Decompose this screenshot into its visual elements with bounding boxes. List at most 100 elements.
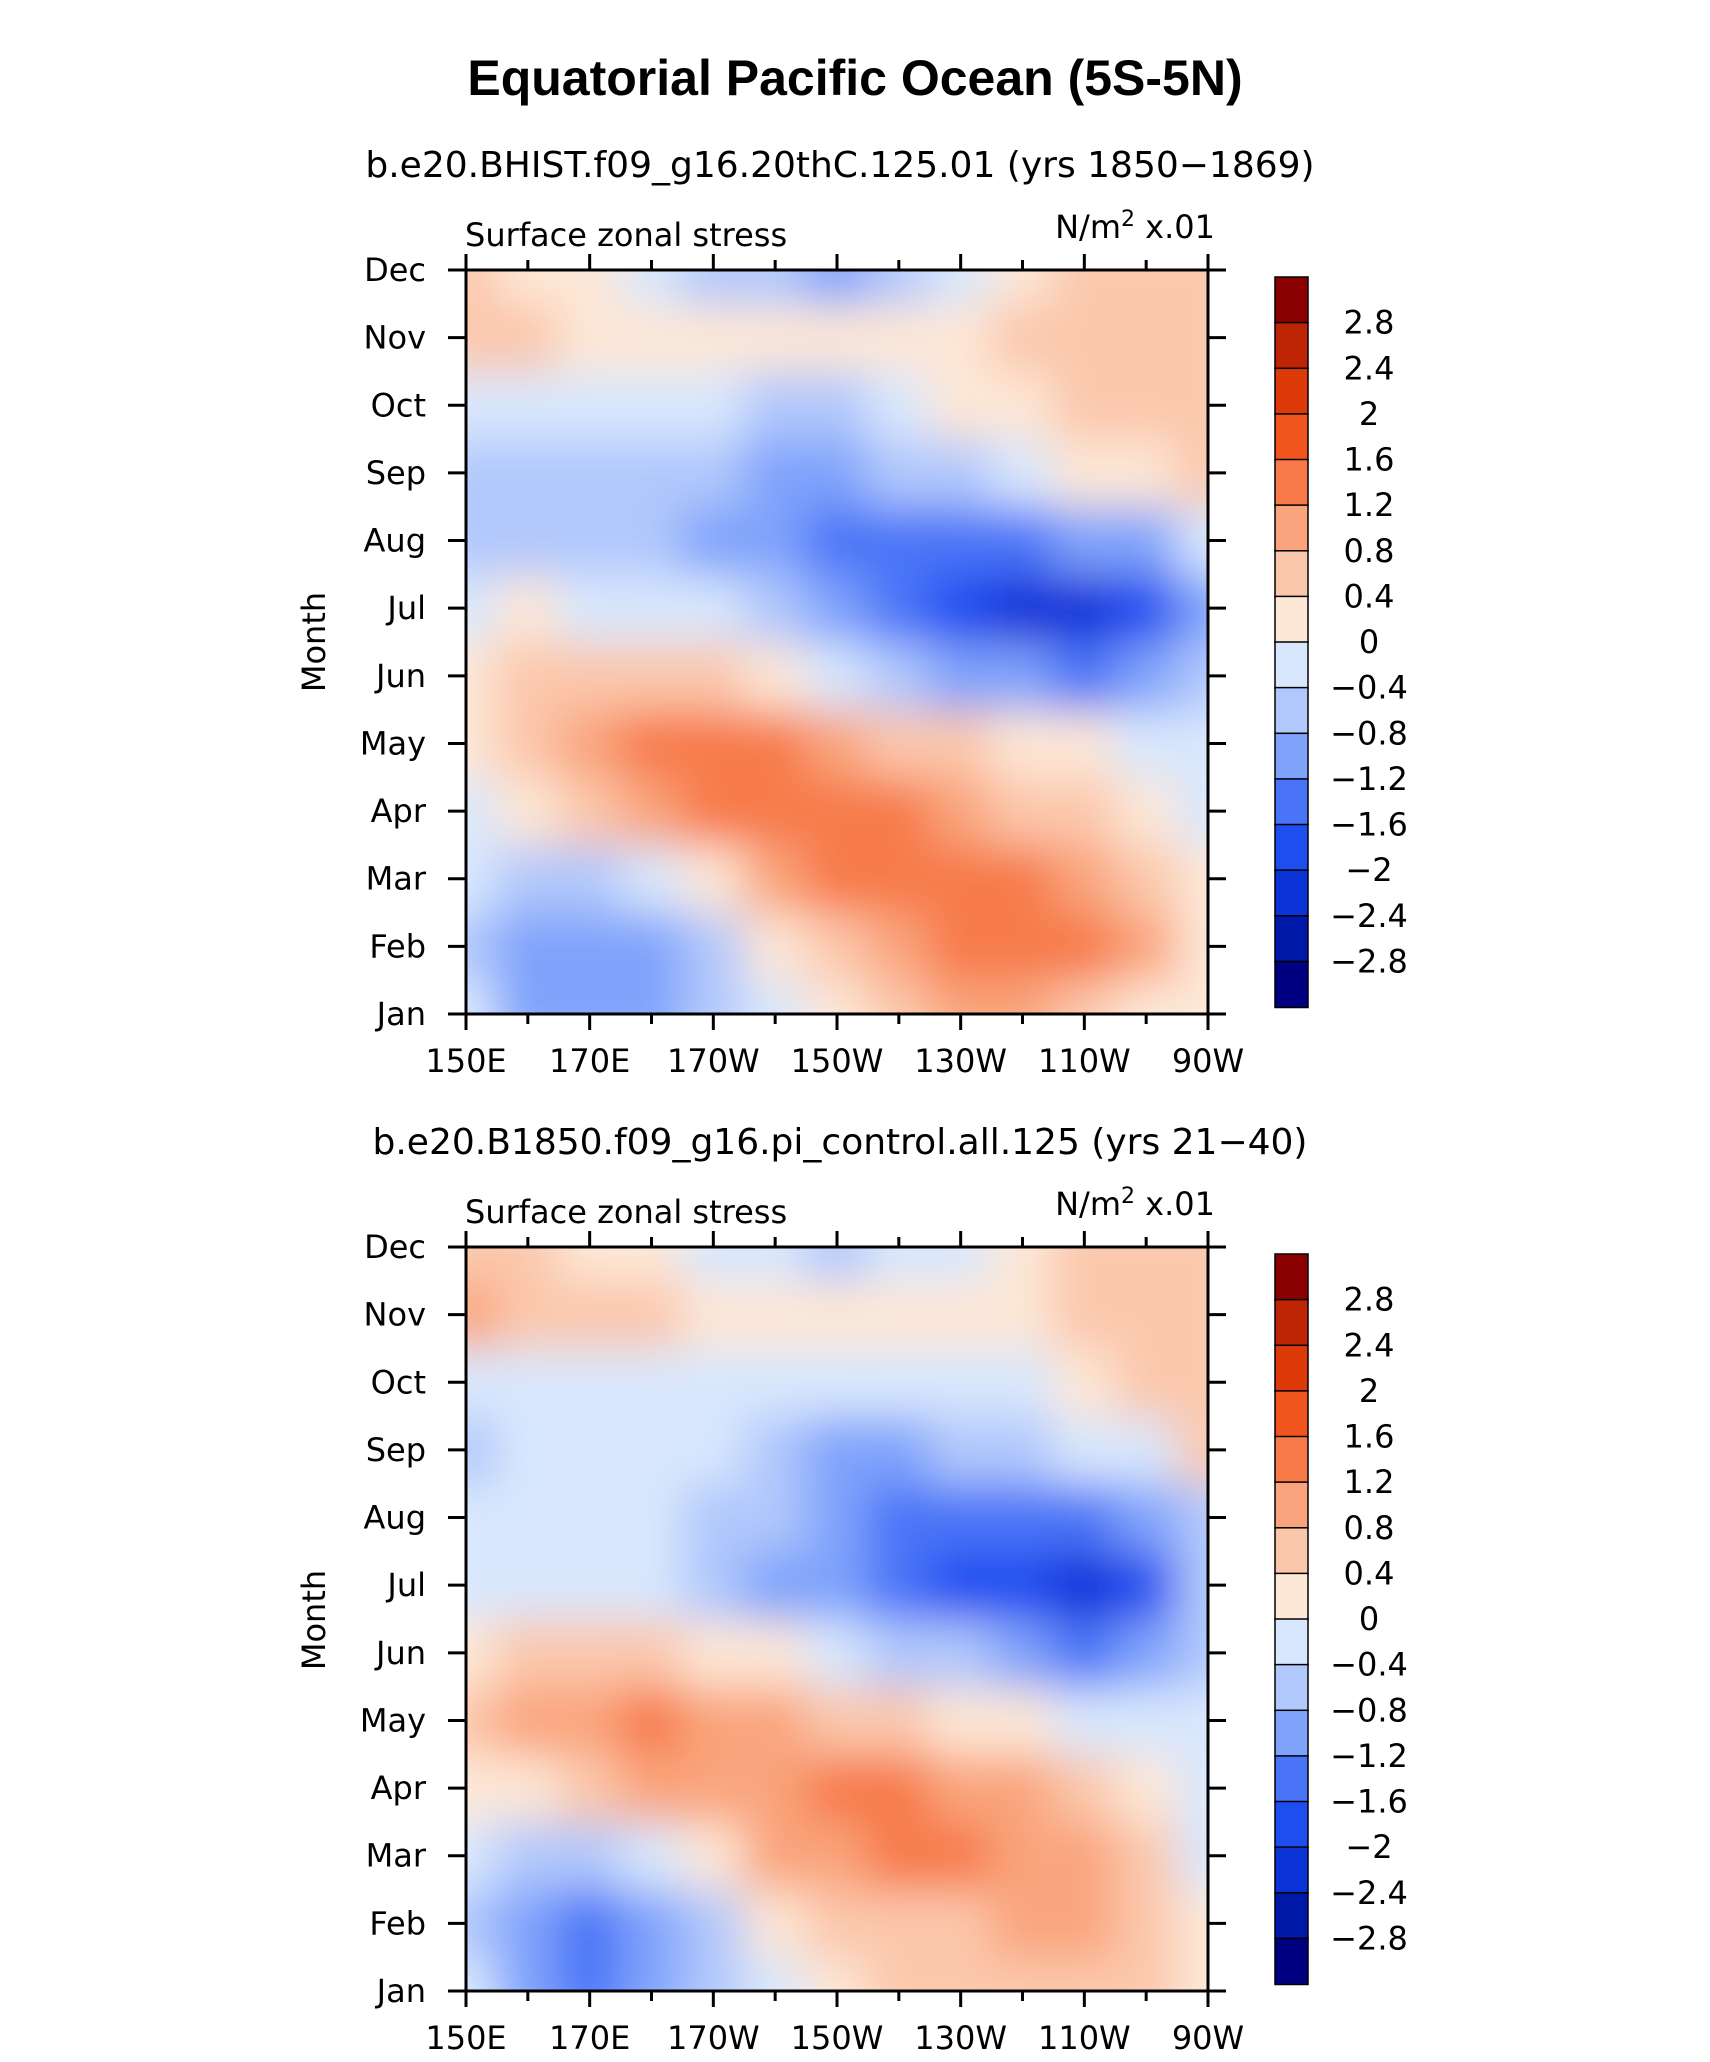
panel-1-ytick-label-may: May	[360, 724, 426, 762]
panel-1-colorbar-label-15: −2.8	[1330, 942, 1408, 980]
panel-2-cell-m4-x4	[619, 1753, 684, 1823]
panel-1-ytick-label-mar: Mar	[366, 860, 427, 898]
panel-1-cell-m4-x12	[1114, 776, 1179, 846]
panel-2-xtick-label-110w: 110W	[1038, 2019, 1131, 2057]
panel-1-cell-m11-x8	[866, 302, 931, 373]
panel-1-units-scale: x.01	[1135, 208, 1215, 246]
panel-2-xtick-label-130w: 130W	[914, 2019, 1007, 2057]
panel-2-ytick-label-aug: Aug	[364, 1499, 426, 1537]
panel-2-cell-m11-x6	[743, 1279, 808, 1350]
panel-2-cell-m1-x12	[1114, 1956, 1179, 1991]
panel-2-cell-m1-x11	[1052, 1956, 1117, 1991]
panel-1-cell-m8-x12	[1114, 505, 1179, 576]
panel-2-cell-m5-x9	[928, 1685, 993, 1756]
panel-1-cell-m1-x3	[557, 979, 622, 1014]
panel-1-cell-m1-x2	[495, 979, 560, 1014]
panel-2-cell-m12-x4	[619, 1247, 684, 1282]
panel-2-ytick-label-nov: Nov	[364, 1296, 426, 1334]
panel-2-cell-m5-x5	[681, 1685, 746, 1756]
panel-1-cell-m3-x9	[928, 843, 993, 914]
panel-1-cell-m2-x13	[1176, 911, 1208, 982]
panel-1-colorbar-label-6: 0.8	[1344, 532, 1395, 570]
panel-2-colorbar-box-3	[1274, 1344, 1309, 1393]
panel-2-ytick-label-jan: Jan	[375, 1972, 426, 2010]
panel-2-subtitle: b.e20.B1850.f09_g16.pi_control.all.125 (…	[373, 1122, 1308, 1163]
panel-2-xtick-label-150w: 150W	[791, 2019, 884, 2057]
panel-1-colorbar-box-4	[1274, 413, 1309, 461]
panel-1-cell-m4-x9	[928, 776, 993, 846]
panel-2-ytick-label-oct: Oct	[371, 1363, 426, 1401]
panel-1-cell-m9-x1	[466, 438, 498, 508]
panel-2-cell-m7-x12	[1114, 1550, 1179, 1620]
panel-2-cell-m2-x2	[495, 1888, 560, 1959]
panel-2-cell-m5-x7	[805, 1685, 869, 1756]
panel-2-cell-m7-x10	[990, 1550, 1055, 1620]
panel-1-cell-m2-x3	[557, 911, 622, 982]
panel-1-cell-m3-x11	[1052, 843, 1117, 914]
panel-2-cell-m3-x4	[619, 1820, 684, 1891]
panel-2-cell-m4-x12	[1114, 1753, 1179, 1823]
panel-2-cell-m2-x11	[1052, 1888, 1117, 1959]
panel-1-cell-m10-x7	[805, 370, 869, 441]
panel-1-cell-m6-x10	[990, 641, 1055, 711]
panel-2-cell-m11-x7	[805, 1279, 869, 1350]
panel-1-cell-m10-x3	[557, 370, 622, 441]
panel-2-cell-m6-x2	[495, 1618, 560, 1688]
panel-2-cell-m10-x7	[805, 1347, 869, 1418]
panel-2-cell-m12-x8	[866, 1247, 931, 1282]
panel-1-cell-m2-x7	[805, 911, 869, 982]
panel-2-cell-m12-x6	[743, 1247, 808, 1282]
panel-1-units-label: N/m2 x.01	[1055, 207, 1215, 246]
panel-1-ytick-label-sep: Sep	[366, 454, 426, 492]
panel-2-colorbar-label-15: −2.8	[1330, 1919, 1408, 1957]
panel-2-cell-m11-x12	[1114, 1279, 1179, 1350]
panel-1-cell-m5-x1	[466, 708, 498, 779]
panel-2-cell-m5-x13	[1176, 1685, 1208, 1756]
panel-1-cell-m11-x10	[990, 302, 1055, 373]
panel-1-colorbar-box-9	[1274, 641, 1309, 689]
panel-1-cell-m7-x13	[1176, 573, 1208, 643]
panel-1-ytick-label-aug: Aug	[364, 522, 426, 560]
panel-2-cell-m9-x8	[866, 1415, 931, 1485]
panel-2-cell-m6-x9	[928, 1618, 993, 1688]
panel-2-cell-m4-x6	[743, 1753, 808, 1823]
panel-2-cell-m9-x13	[1176, 1415, 1208, 1485]
panel-1-cell-m11-x1	[466, 302, 498, 373]
panel-2: b.e20.B1850.f09_g16.pi_control.all.125 (…	[295, 1122, 1408, 2057]
panel-2-cell-m8-x2	[495, 1482, 560, 1553]
panel-1-colorbar-box-7	[1274, 550, 1309, 598]
panel-1-cell-m4-x8	[866, 776, 931, 846]
panel-1-cell-m3-x2	[495, 843, 560, 914]
panel-2-cell-m6-x3	[557, 1618, 622, 1688]
panel-1-cell-m1-x6	[743, 979, 808, 1014]
panel-2-colorbar-label-14: −2.4	[1330, 1874, 1408, 1912]
panel-1-colorbar-label-11: −1.2	[1330, 760, 1408, 798]
panel-1-cell-m6-x6	[743, 641, 808, 711]
panel-1-cell-m9-x13	[1176, 438, 1208, 508]
panel-1-cell-m3-x6	[743, 843, 808, 914]
panel-2-cell-m7-x3	[557, 1550, 622, 1620]
panel-2-cell-m6-x8	[866, 1618, 931, 1688]
panel-1-colorbar: 2.8 2.4 2 1.6 1.2 0.8 0.4 0 −0.4 −0.8 −1.2 −1.6 −2 −2…	[1274, 276, 1408, 1009]
panel-2-cell-m9-x11	[1052, 1415, 1117, 1485]
panel-1-cell-m2-x10	[990, 911, 1055, 982]
panel-2-ytick-label-jun: Jun	[374, 1634, 426, 1672]
panel-2-cell-m3-x2	[495, 1820, 560, 1891]
panel-2-cell-m2-x12	[1114, 1888, 1179, 1959]
panel-1-cell-m9-x7	[805, 438, 869, 508]
panel-1-cell-m12-x1	[466, 270, 498, 305]
panel-2-cell-m4-x9	[928, 1753, 993, 1823]
panel-1-ytick-label-jul: Jul	[385, 589, 426, 627]
panel-1-cell-m11-x11	[1052, 302, 1117, 373]
panel-1-colorbar-box-13	[1274, 823, 1309, 872]
panel-1-cell-m3-x1	[466, 843, 498, 914]
panel-1-contour-field	[466, 270, 1208, 1014]
panel-1-cell-m5-x10	[990, 708, 1055, 779]
panel-1-xtick-label-130w: 130W	[914, 1042, 1007, 1080]
panel-2-cell-m5-x6	[743, 1685, 808, 1756]
panel-1-colorbar-label-5: 1.2	[1344, 486, 1395, 524]
panel-2-cell-m1-x1	[466, 1956, 498, 1991]
panel-2-cell-m12-x7	[805, 1247, 869, 1282]
panel-2-units-exponent: 2	[1121, 1184, 1135, 1209]
panel-2-cell-m3-x11	[1052, 1820, 1117, 1891]
